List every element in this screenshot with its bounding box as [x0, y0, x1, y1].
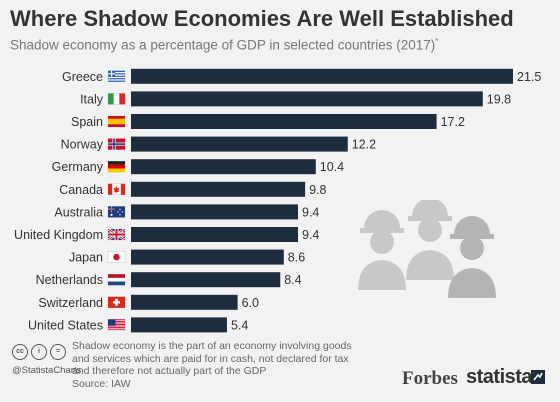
switzerland-flag-icon	[107, 296, 126, 309]
bar	[131, 91, 483, 107]
japan-flag-icon	[107, 251, 126, 263]
bar	[131, 227, 299, 242]
value-label: 10.4	[320, 160, 344, 174]
bar	[131, 317, 227, 333]
country-label: Japan	[69, 251, 103, 265]
bar	[131, 204, 299, 220]
value-label: 9.8	[309, 183, 326, 197]
country-label: Norway	[61, 138, 104, 152]
value-label: 9.4	[302, 205, 319, 219]
country-label: Greece	[62, 70, 103, 84]
country-label: Australia	[54, 205, 103, 219]
country-label: Canada	[59, 183, 103, 197]
statista-mark-icon	[531, 370, 545, 384]
footnote: Shadow economy is the part of an economy…	[72, 340, 352, 377]
license-icons: cc i =	[12, 344, 66, 360]
germany-flag-icon	[107, 160, 126, 173]
country-label: United States	[28, 318, 103, 332]
construction-workers-icon	[358, 200, 496, 298]
bar-chart: Greece 21.5 Italy 19.8 Spain 17.2 Norway 12.2 Ge…	[14, 68, 541, 333]
italy-flag-icon	[107, 93, 126, 105]
bar	[131, 272, 281, 288]
bar	[131, 68, 513, 84]
no-derivatives-icon: =	[50, 344, 66, 360]
value-label: 17.2	[441, 115, 465, 129]
chart-subtitle: Shadow economy as a percentage of GDP in…	[10, 37, 439, 53]
forbes-logo: Forbes	[402, 368, 458, 389]
canada-flag-icon	[107, 183, 126, 196]
chart-title: Where Shadow Economies Are Well Establis…	[10, 6, 514, 31]
value-label: 19.8	[487, 92, 511, 106]
country-label: Netherlands	[36, 273, 103, 287]
country-label: Italy	[80, 92, 104, 106]
bar	[131, 136, 348, 152]
bar	[131, 181, 306, 197]
uk-flag-icon	[107, 227, 126, 242]
value-label: 8.4	[284, 273, 301, 287]
australia-flag-icon	[107, 206, 126, 218]
subtitle-footnote-mark: *	[435, 37, 439, 46]
spain-flag-icon	[107, 115, 126, 128]
value-label: 9.4	[302, 228, 319, 242]
cc-license-icon: cc	[12, 344, 28, 360]
netherlands-flag-icon	[107, 273, 126, 286]
value-label: 5.4	[231, 318, 248, 332]
value-label: 8.6	[288, 251, 305, 265]
usa-flag-icon	[107, 319, 126, 331]
value-label: 6.0	[242, 296, 259, 310]
bar	[131, 294, 238, 310]
value-label: 12.2	[352, 138, 376, 152]
source-note: Source: IAW	[72, 378, 131, 390]
greece-flag-icon	[107, 70, 126, 83]
bar	[131, 249, 284, 265]
norway-flag-icon	[107, 138, 126, 150]
bar	[131, 159, 316, 175]
social-handle: @StatistaCharts	[12, 365, 82, 376]
value-label: 21.5	[517, 70, 541, 84]
country-label: Germany	[52, 160, 104, 174]
country-label: Spain	[71, 115, 103, 129]
country-label: Switzerland	[38, 296, 103, 310]
attribution-icon: i	[31, 344, 47, 360]
country-label: United Kingdom	[14, 228, 103, 242]
bar	[131, 114, 437, 129]
statista-logo: statista	[466, 366, 533, 388]
